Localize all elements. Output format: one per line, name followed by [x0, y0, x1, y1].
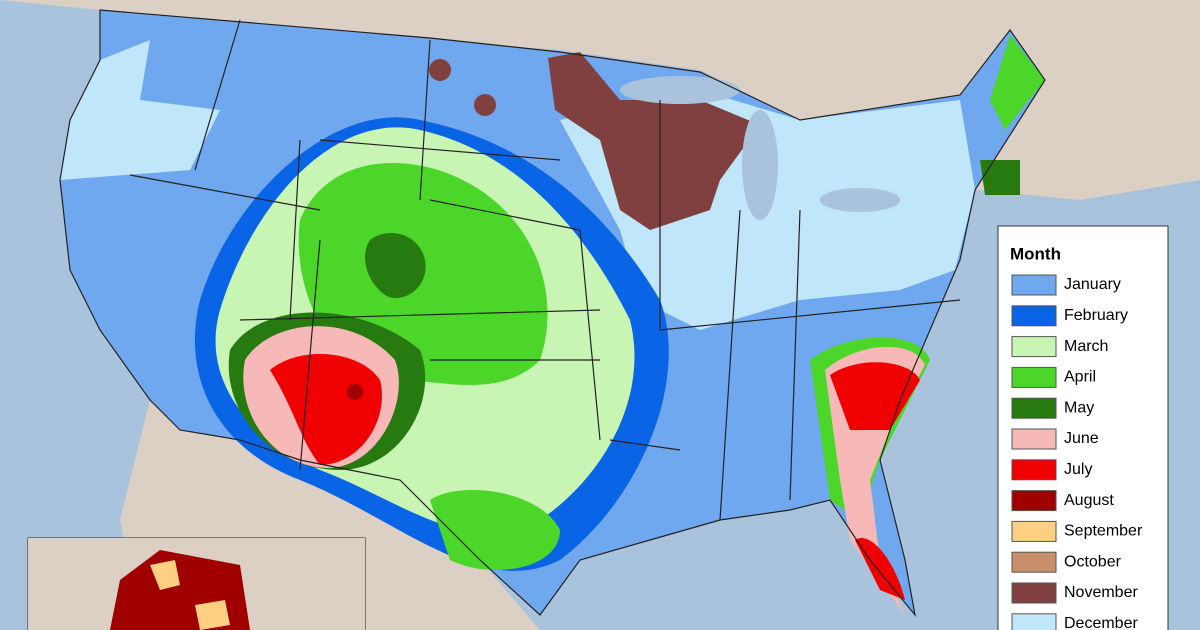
lake: [620, 76, 740, 104]
legend-swatch: [1011, 459, 1057, 481]
legend-swatch: [1011, 613, 1057, 630]
region: [347, 384, 363, 400]
region: [855, 538, 905, 600]
region: [270, 353, 382, 465]
legend-label: July: [1064, 461, 1092, 478]
legend-title: Month: [1010, 244, 1061, 263]
region: [980, 160, 1020, 195]
legend-label: February: [1064, 307, 1128, 324]
lake: [742, 110, 778, 220]
legend-swatch: [1011, 582, 1057, 604]
region: [429, 59, 451, 81]
region: [830, 362, 920, 430]
region: [60, 40, 220, 180]
legend-label: March: [1064, 338, 1108, 355]
region: [990, 35, 1045, 130]
legend-label: November: [1064, 584, 1138, 601]
legend-label: September: [1064, 523, 1143, 540]
us-outline: [59, 9, 1046, 618]
region: [365, 232, 426, 299]
legend-swatch: [1011, 397, 1057, 419]
legend-swatch: [1011, 490, 1057, 512]
legend-label: August: [1064, 492, 1114, 509]
month-regions: [60, 10, 1045, 615]
legend-label: May: [1064, 399, 1094, 416]
legend-swatch: [1011, 366, 1057, 388]
legend-swatch: [1011, 336, 1057, 358]
legend-swatch: [1011, 274, 1057, 296]
legend-label: December: [1064, 615, 1138, 630]
legend-swatch: [1011, 551, 1057, 573]
region: [150, 560, 230, 630]
legend-label: January: [1064, 276, 1121, 293]
legend-swatch: [1011, 305, 1057, 327]
legend-swatch: [1011, 428, 1057, 450]
legend-label: April: [1064, 369, 1096, 386]
state-borders: [129, 19, 961, 521]
legend-label: October: [1064, 553, 1122, 570]
legend: Month January February March April May June Ju…: [997, 225, 1169, 630]
region: [430, 490, 560, 570]
region: [548, 52, 760, 230]
lake: [820, 188, 900, 212]
region: [474, 94, 496, 116]
legend-label: June: [1064, 430, 1099, 447]
legend-swatch: [1011, 520, 1057, 542]
